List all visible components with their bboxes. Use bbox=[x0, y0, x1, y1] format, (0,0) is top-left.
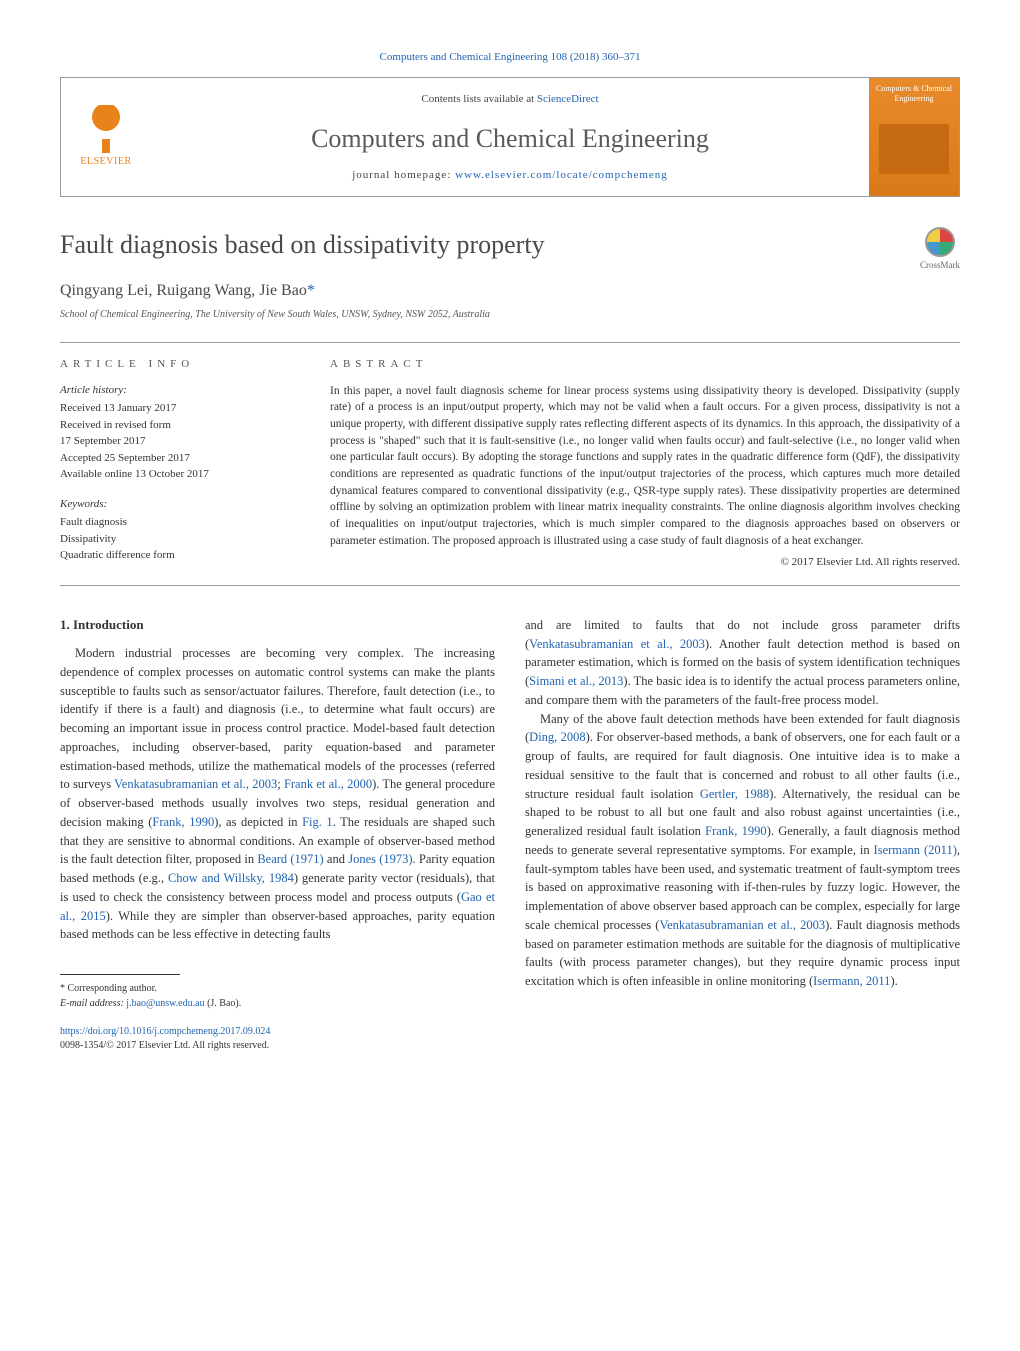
citation[interactable]: Ding, 2008 bbox=[529, 730, 585, 744]
cover-image-icon bbox=[879, 124, 949, 174]
citation[interactable]: Venkatasubramanian et al., 2003 bbox=[114, 777, 277, 791]
journal-header: ELSEVIER Contents lists available at Sci… bbox=[60, 77, 960, 197]
citation[interactable]: Isermann, 2011 bbox=[813, 974, 890, 988]
citation[interactable]: Gertler, 1988 bbox=[700, 787, 769, 801]
keyword: Dissipativity bbox=[60, 531, 290, 548]
keyword: Fault diagnosis bbox=[60, 514, 290, 531]
citation[interactable]: Frank, 1990 bbox=[152, 815, 214, 829]
email-suffix: (J. Bao). bbox=[205, 998, 242, 1009]
divider-top bbox=[60, 342, 960, 343]
article-info-block: article info Article history: Received 1… bbox=[60, 357, 290, 571]
journal-reference: Computers and Chemical Engineering 108 (… bbox=[60, 50, 960, 65]
citation[interactable]: Venkatasubramanian et al., 2003 bbox=[659, 918, 825, 932]
citation[interactable]: Frank, 1990 bbox=[705, 824, 767, 838]
publisher-logo: ELSEVIER bbox=[61, 78, 151, 196]
contents-line: Contents lists available at ScienceDirec… bbox=[421, 92, 598, 107]
citation[interactable]: Beard (1971) bbox=[257, 852, 323, 866]
homepage-prefix: journal homepage: bbox=[352, 169, 455, 181]
keywords-label: Keywords: bbox=[60, 497, 290, 512]
journal-title: Computers and Chemical Engineering bbox=[311, 121, 709, 157]
citation[interactable]: Simani et al., 2013 bbox=[529, 674, 623, 688]
column-left: 1. Introduction Modern industrial proces… bbox=[60, 616, 495, 1053]
abstract-label: abstract bbox=[330, 357, 960, 372]
corresponding-note: * Corresponding author. bbox=[60, 981, 495, 996]
sciencedirect-link[interactable]: ScienceDirect bbox=[537, 93, 599, 105]
doi-block: https://doi.org/10.1016/j.compchemeng.20… bbox=[60, 1025, 495, 1053]
elsevier-tree-icon bbox=[86, 105, 126, 145]
page-container: Computers and Chemical Engineering 108 (… bbox=[0, 0, 1020, 1103]
intro-paragraph: Modern industrial processes are becoming… bbox=[60, 644, 495, 944]
text-span: ), as depicted in bbox=[214, 815, 302, 829]
abstract-copyright: © 2017 Elsevier Ltd. All rights reserved… bbox=[330, 555, 960, 570]
email-note: E-mail address: j.bao@unsw.edu.au (J. Ba… bbox=[60, 996, 495, 1011]
article-info-label: article info bbox=[60, 357, 290, 372]
body-paragraph: and are limited to faults that do not in… bbox=[525, 616, 960, 710]
authors-line: Qingyang Lei, Ruigang Wang, Jie Bao* bbox=[60, 280, 960, 302]
crossmark-icon bbox=[925, 227, 955, 257]
body-columns: 1. Introduction Modern industrial proces… bbox=[60, 616, 960, 1053]
affiliation: School of Chemical Engineering, The Univ… bbox=[60, 308, 960, 322]
citation[interactable]: Jones (1973) bbox=[348, 852, 412, 866]
history-item: Accepted 25 September 2017 bbox=[60, 450, 290, 467]
footnote-divider bbox=[60, 974, 180, 975]
email-link[interactable]: j.bao@unsw.edu.au bbox=[126, 998, 204, 1009]
meta-row: article info Article history: Received 1… bbox=[60, 357, 960, 571]
title-row: Fault diagnosis based on dissipativity p… bbox=[60, 227, 960, 272]
publisher-name: ELSEVIER bbox=[80, 155, 131, 169]
cover-text: Computers & Chemical Engineering bbox=[873, 84, 955, 103]
divider-bottom bbox=[60, 585, 960, 586]
doi-link[interactable]: https://doi.org/10.1016/j.compchemeng.20… bbox=[60, 1026, 270, 1037]
journal-homepage-link[interactable]: www.elsevier.com/locate/compchemeng bbox=[455, 169, 668, 181]
authors-text: Qingyang Lei, Ruigang Wang, Jie Bao bbox=[60, 282, 307, 299]
citation[interactable]: Isermann (2011) bbox=[874, 843, 957, 857]
text-span: ; bbox=[277, 777, 284, 791]
keyword: Quadratic difference form bbox=[60, 547, 290, 564]
text-span: ). bbox=[890, 974, 897, 988]
body-paragraph: Many of the above fault detection method… bbox=[525, 710, 960, 991]
email-label: E-mail address: bbox=[60, 998, 126, 1009]
citation[interactable]: Venkatasubramanian et al., 2003 bbox=[529, 637, 705, 651]
history-item: Received 13 January 2017 bbox=[60, 400, 290, 417]
history-label: Article history: bbox=[60, 383, 290, 398]
intro-heading: 1. Introduction bbox=[60, 616, 495, 634]
column-right: and are limited to faults that do not in… bbox=[525, 616, 960, 1053]
crossmark-label: CrossMark bbox=[920, 259, 960, 272]
abstract-block: abstract In this paper, a novel fault di… bbox=[330, 357, 960, 571]
history-item: Received in revised form bbox=[60, 417, 290, 434]
text-span: and bbox=[324, 852, 348, 866]
text-span: Modern industrial processes are becoming… bbox=[60, 646, 495, 791]
contents-prefix: Contents lists available at bbox=[421, 93, 536, 105]
history-item: Available online 13 October 2017 bbox=[60, 466, 290, 483]
crossmark-badge[interactable]: CrossMark bbox=[920, 227, 960, 272]
homepage-line: journal homepage: www.elsevier.com/locat… bbox=[352, 168, 668, 183]
abstract-text: In this paper, a novel fault diagnosis s… bbox=[330, 383, 960, 550]
figure-ref[interactable]: Fig. 1 bbox=[302, 815, 333, 829]
history-item: 17 September 2017 bbox=[60, 433, 290, 450]
text-span: ). While they are simpler than observer-… bbox=[60, 909, 495, 942]
header-center: Contents lists available at ScienceDirec… bbox=[151, 78, 869, 196]
citation[interactable]: Chow and Willsky, 1984 bbox=[168, 871, 294, 885]
journal-cover-thumb: Computers & Chemical Engineering bbox=[869, 78, 959, 196]
corresponding-marker: * bbox=[307, 282, 315, 299]
article-title: Fault diagnosis based on dissipativity p… bbox=[60, 227, 545, 263]
issn-line: 0098-1354/© 2017 Elsevier Ltd. All right… bbox=[60, 1040, 269, 1051]
citation[interactable]: Frank et al., 2000 bbox=[284, 777, 372, 791]
